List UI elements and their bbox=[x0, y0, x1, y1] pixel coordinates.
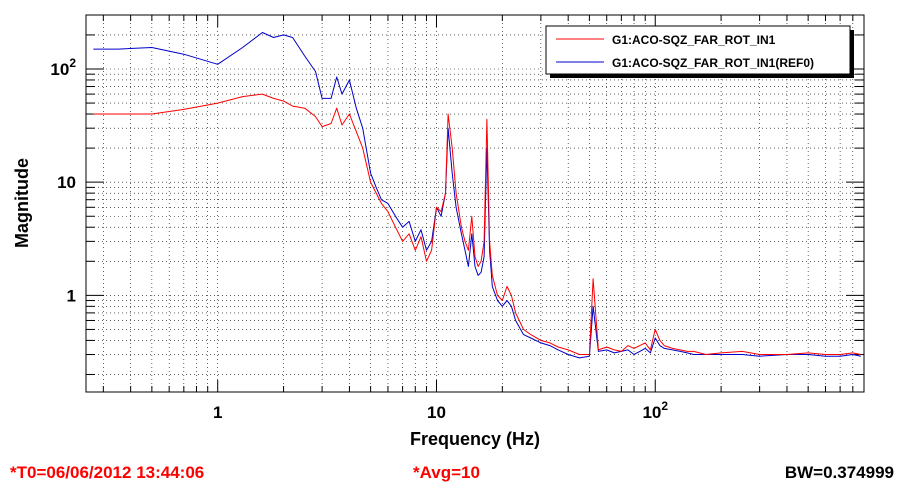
t0-timestamp: *T0=06/06/2012 13:44:06 bbox=[10, 463, 205, 482]
x-tick-label: 1 bbox=[213, 403, 222, 422]
magnitude-chart: 1 10 102 1 10 102 Frequency (Hz) Magnitude G1… bbox=[12, 14, 865, 449]
legend-entry-0: G1:ACO-SQZ_FAR_ROT_IN1 bbox=[612, 33, 776, 47]
y-tick-label: 1 bbox=[67, 286, 76, 305]
y-axis-label: Magnitude bbox=[12, 158, 32, 248]
grid bbox=[86, 15, 864, 392]
legend: G1:ACO-SQZ_FAR_ROT_IN1 G1:ACO-SQZ_FAR_ROT… bbox=[545, 25, 854, 78]
series-layer bbox=[93, 32, 861, 359]
y-tick-label: 10 bbox=[57, 173, 76, 192]
bandwidth-value: BW=0.374999 bbox=[784, 463, 894, 482]
x-tick-label: 102 bbox=[642, 399, 668, 422]
series-line-1 bbox=[93, 32, 861, 359]
series-line-0 bbox=[93, 93, 861, 355]
x-axis-label: Frequency (Hz) bbox=[410, 429, 540, 449]
y-tick-label: 102 bbox=[50, 56, 76, 79]
legend-box bbox=[545, 25, 851, 75]
axis-ticks: 1 10 102 1 10 102 bbox=[50, 15, 864, 422]
average-count: *Avg=10 bbox=[413, 463, 480, 482]
x-tick-label: 10 bbox=[427, 403, 446, 422]
legend-entry-1: G1:ACO-SQZ_FAR_ROT_IN1(REF0) bbox=[612, 56, 814, 70]
